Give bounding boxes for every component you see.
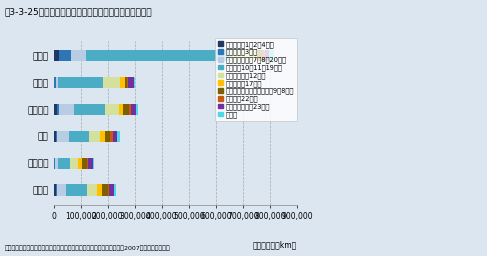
Bar: [54, 50, 59, 61]
Bar: [109, 184, 114, 196]
Bar: [56, 184, 57, 196]
Bar: [125, 77, 127, 88]
Bar: [58, 77, 103, 88]
Bar: [269, 50, 274, 61]
Bar: [105, 104, 118, 115]
Bar: [103, 77, 120, 88]
Bar: [128, 77, 134, 88]
Bar: [54, 157, 55, 169]
Bar: [54, 184, 56, 196]
Bar: [78, 157, 82, 169]
Bar: [127, 77, 128, 88]
Bar: [105, 131, 111, 142]
Bar: [114, 184, 116, 196]
Bar: [54, 104, 57, 115]
Bar: [257, 50, 263, 61]
Bar: [89, 131, 100, 142]
Bar: [102, 184, 108, 196]
Bar: [74, 104, 105, 115]
Text: 出典：中田哲也「フード・マイレージ－あなたの食が地球を変える」（2007年，日本評論社）: 出典：中田哲也「フード・マイレージ－あなたの食が地球を変える」（2007年，日本…: [5, 245, 170, 251]
Text: （百万トン・km）: （百万トン・km）: [253, 241, 297, 250]
Bar: [58, 157, 70, 169]
Legend: 畜産物（第1、2、4類）, 水産物（第3類）, 野菜・果樹（第7、8、20類）, 穀物（第10、11、19類）, 油糧種子（第12類）, 砂糖類（第17類）, : 畜産物（第1、2、4類）, 水産物（第3類）, 野菜・果樹（第7、8、20類）,…: [215, 38, 297, 121]
Bar: [111, 131, 112, 142]
Bar: [59, 104, 74, 115]
Bar: [82, 157, 87, 169]
Bar: [134, 77, 135, 88]
Bar: [120, 77, 125, 88]
Bar: [70, 157, 78, 169]
Bar: [118, 104, 123, 115]
Bar: [71, 50, 86, 61]
Bar: [229, 50, 255, 61]
Bar: [57, 104, 59, 115]
Bar: [87, 157, 88, 169]
Text: 図3-3-25　各国の輸入食料のフード・マイレージの比較: 図3-3-25 各国の輸入食料のフード・マイレージの比較: [5, 8, 152, 17]
Bar: [69, 131, 89, 142]
Bar: [56, 131, 57, 142]
Bar: [54, 131, 56, 142]
Bar: [97, 184, 102, 196]
Bar: [55, 77, 56, 88]
Bar: [88, 157, 93, 169]
Bar: [93, 157, 94, 169]
Bar: [59, 50, 71, 61]
Bar: [117, 131, 120, 142]
Bar: [112, 131, 117, 142]
Bar: [55, 157, 58, 169]
Bar: [263, 50, 264, 61]
Bar: [56, 77, 58, 88]
Bar: [264, 50, 269, 61]
Bar: [57, 184, 66, 196]
Bar: [100, 131, 105, 142]
Bar: [129, 104, 131, 115]
Bar: [57, 131, 69, 142]
Bar: [131, 104, 136, 115]
Bar: [136, 104, 138, 115]
Bar: [66, 184, 87, 196]
Bar: [108, 184, 109, 196]
Bar: [123, 104, 129, 115]
Bar: [86, 50, 229, 61]
Bar: [87, 184, 97, 196]
Bar: [255, 50, 257, 61]
Bar: [54, 77, 55, 88]
